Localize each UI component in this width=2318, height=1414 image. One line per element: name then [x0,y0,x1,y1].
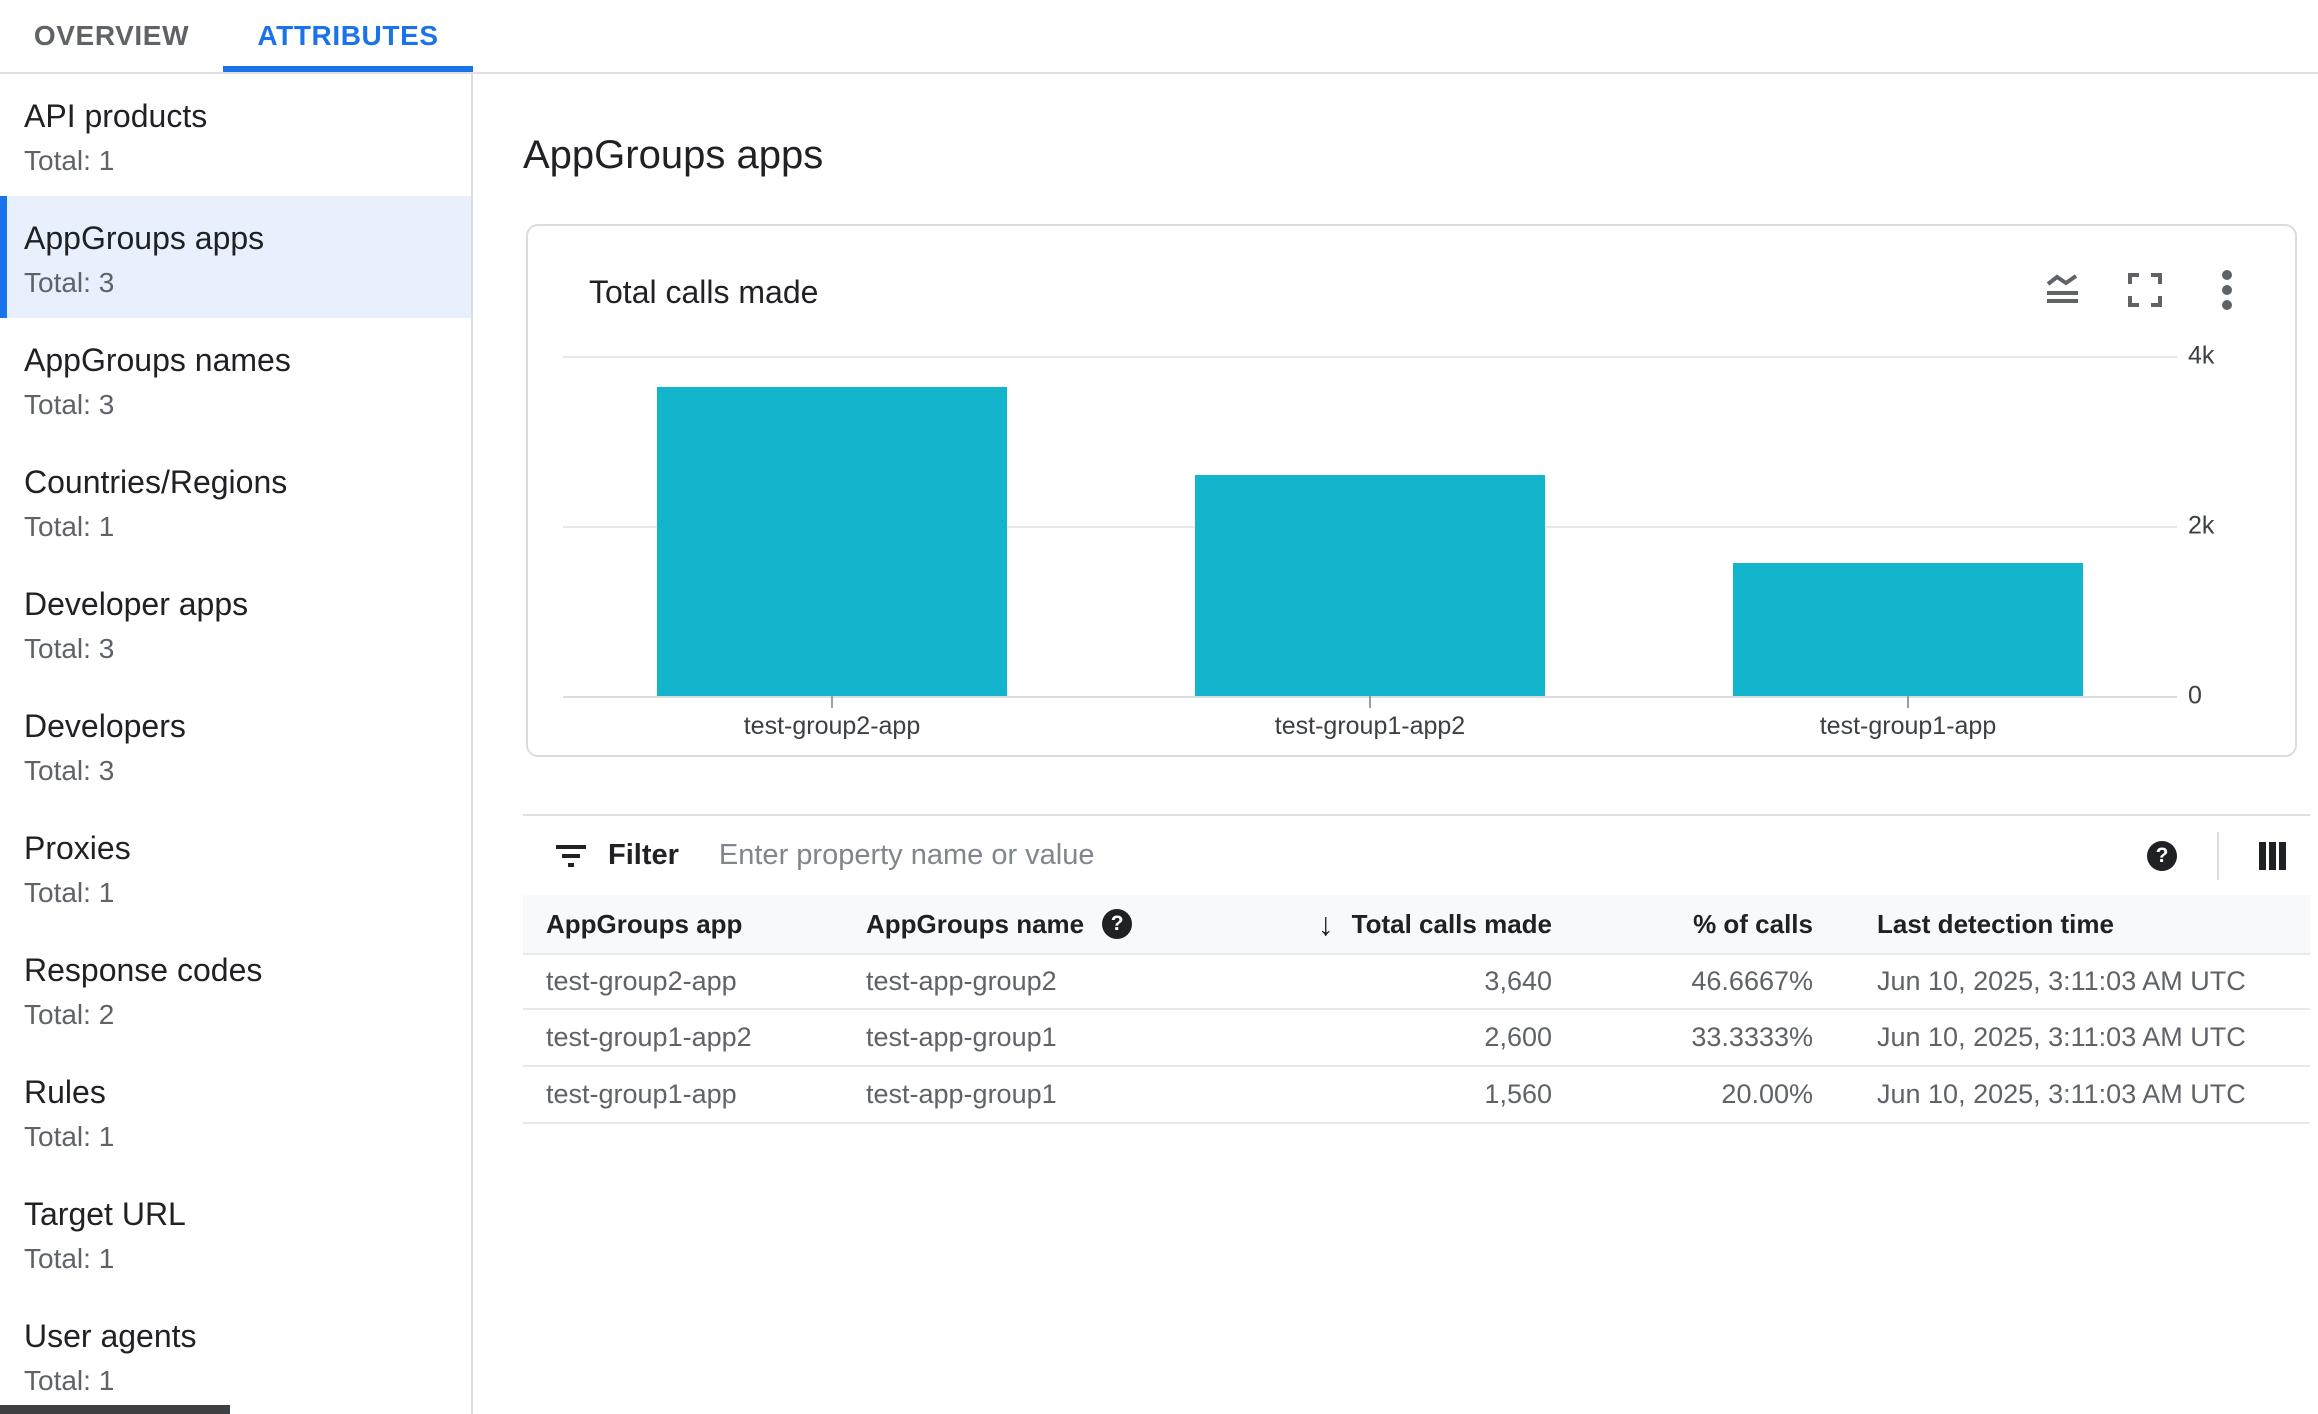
sidebar-item-rules[interactable]: Rules Total: 1 [0,1050,471,1172]
sidebar-item-total: Total: 3 [24,755,115,786]
attributes-table-section: Filter ? AppGroups app AppGroups na [523,814,2310,1124]
bar-test-group1-app [1733,563,2083,696]
y-axis-label: 2k [2188,511,2215,540]
sidebar-item-total: Total: 3 [24,633,115,664]
sort-descending-icon: ↓ [1317,906,1334,942]
x-axis-label: test-group2-app [743,712,921,740]
sidebar-item-total: Total: 1 [24,145,115,176]
x-axis-tick [1369,696,1371,708]
cell-name: test-app-group2 [866,966,1057,996]
appgroups-name-help-icon[interactable]: ? [1102,909,1133,939]
chart-title: Total calls made [589,274,819,310]
sidebar-item-appgroups-apps[interactable]: AppGroups apps Total: 3 [0,196,471,318]
column-header-appgroups-name[interactable]: AppGroups name ? [866,909,1300,940]
column-header-last-detection[interactable]: Last detection time [1877,908,2114,939]
tab-attributes[interactable]: ATTRIBUTES [223,0,473,72]
table-row: test-group1-app test-app-group1 1,560 20.00… [523,1067,2310,1124]
cell-app: test-group1-app2 [546,1022,752,1052]
sidebar-item-total: Total: 2 [24,999,115,1030]
column-header-appgroups-app[interactable]: AppGroups app [546,908,743,939]
x-axis-label: test-group1-app [1819,712,1997,740]
sidebar-item-proxies[interactable]: Proxies Total: 1 [0,806,471,928]
fullscreen-icon[interactable] [2123,268,2167,312]
filter-row: Filter ? [523,814,2310,895]
sidebar-item-label: Proxies [24,830,131,866]
y-axis-label: 0 [2188,681,2202,710]
cell-calls: 3,640 [1484,966,1552,996]
cell-time: Jun 10, 2025, 3:11:03 AM UTC [1877,1079,2246,1109]
page-title: AppGroups apps [523,133,824,177]
sidebar-item-total: Total: 1 [24,1121,115,1152]
filter-list-icon [556,843,586,869]
sidebar-item-label: Target URL [24,1196,186,1232]
sidebar-item-label: Rules [24,1074,106,1110]
table-row: test-group1-app2 test-app-group1 2,600 33.3… [523,1010,2310,1067]
x-axis-tick [831,696,833,708]
y-axis-label: 4k [2188,341,2215,370]
x-axis-label: test-group1-app2 [1274,712,1466,740]
cell-app: test-group1-app [546,1079,737,1109]
sidebar-item-label: Countries/Regions [24,464,288,500]
sidebar-item-label: AppGroups names [24,342,291,378]
horizontal-scrollbar-thumb[interactable] [0,1405,230,1414]
filter-actions: ? [2147,816,2286,895]
sidebar-item-target-url[interactable]: Target URL Total: 1 [0,1172,471,1294]
gridline-4k [563,356,2177,358]
sidebar-item-total: Total: 1 [24,1243,115,1274]
column-display-icon[interactable] [2259,841,2286,870]
sidebar-item-user-agents[interactable]: User agents Total: 1 [0,1294,471,1414]
filter-label: Filter [608,839,679,871]
cell-time: Jun 10, 2025, 3:11:03 AM UTC [1877,966,2246,996]
sidebar-item-response-codes[interactable]: Response codes Total: 2 [0,928,471,1050]
sidebar: API products Total: 1 AppGroups apps Total:… [0,74,473,1414]
bar-test-group2-app [657,386,1007,696]
more-vert-icon[interactable] [2205,268,2249,312]
tab-overview[interactable]: OVERVIEW [33,20,190,51]
sidebar-item-label: Developers [24,708,186,744]
sidebar-item-appgroups-names[interactable]: AppGroups names Total: 3 [0,318,471,440]
cell-pct: 20.00% [1721,1079,1813,1109]
table-body: test-group2-app test-app-group2 3,640 46.66… [523,953,2310,1124]
sidebar-item-label: Developer apps [24,586,249,622]
cell-time: Jun 10, 2025, 3:11:03 AM UTC [1877,1022,2246,1052]
sidebar-item-api-products[interactable]: API products Total: 1 [0,74,471,196]
table-row: test-group2-app test-app-group2 3,640 46.66… [523,953,2310,1010]
cell-pct: 46.6667% [1691,966,1813,996]
filter-input[interactable] [716,838,1721,873]
sidebar-item-label: API products [24,98,208,134]
cell-name: test-app-group1 [866,1022,1057,1052]
sidebar-item-total: Total: 3 [24,267,115,298]
bar-test-group1-app2 [1195,475,1545,696]
sidebar-item-countries-regions[interactable]: Countries/Regions Total: 1 [0,440,471,562]
sidebar-item-label: User agents [24,1318,197,1354]
sidebar-item-total: Total: 1 [24,1365,115,1396]
cell-app: test-group2-app [546,966,737,996]
cell-calls: 2,600 [1484,1022,1552,1052]
filter-divider [2217,831,2219,880]
sidebar-item-label: AppGroups apps [24,220,265,256]
tab-bar: OVERVIEW ATTRIBUTES [0,0,2318,74]
cell-pct: 33.3333% [1691,1022,1813,1052]
sidebar-item-developers[interactable]: Developers Total: 3 [0,684,471,806]
filter-help-icon[interactable]: ? [2147,840,2177,871]
chart-toolbar [2041,268,2249,312]
column-header-pct-of-calls[interactable]: % of calls [1693,908,1813,939]
sidebar-item-total: Total: 3 [24,389,115,420]
table-header-row: AppGroups app AppGroups name ? ↓ Total c… [523,895,2310,953]
sidebar-item-total: Total: 1 [24,877,115,908]
sidebar-item-total: Total: 1 [24,511,115,542]
area-chart-toggle-icon[interactable] [2041,268,2085,312]
cell-name: test-app-group1 [866,1079,1057,1109]
column-header-total-calls[interactable]: ↓ Total calls made [1317,906,1552,942]
sidebar-item-label: Response codes [24,952,263,988]
sidebar-item-developer-apps[interactable]: Developer apps Total: 3 [0,562,471,684]
chart-card: Total calls made [526,224,2297,757]
x-axis-tick [1907,696,1909,708]
cell-calls: 1,560 [1484,1079,1552,1109]
